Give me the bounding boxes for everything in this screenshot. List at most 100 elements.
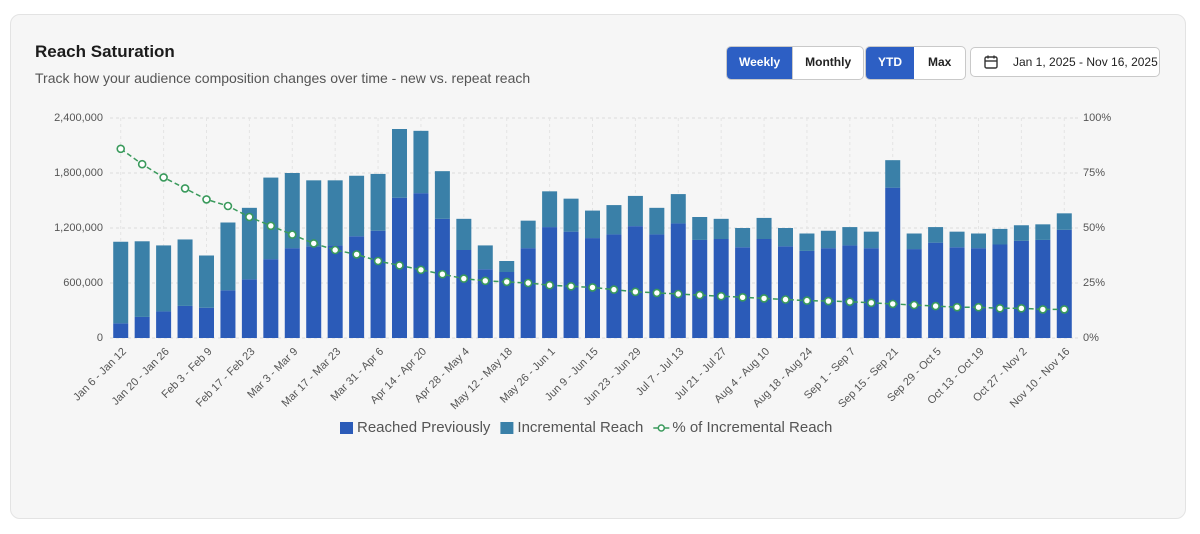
line-point xyxy=(287,230,297,239)
line-point xyxy=(330,245,340,255)
line-point xyxy=(116,144,126,154)
bar-segment xyxy=(434,171,450,219)
line-point xyxy=(352,250,361,259)
line-point xyxy=(931,301,940,311)
bar-segment xyxy=(134,316,150,338)
bar-segment xyxy=(156,245,172,312)
y-tick-label: 1,800,000 xyxy=(54,167,103,179)
bar-segment xyxy=(1035,224,1051,240)
bar-segment xyxy=(735,228,751,248)
y2-tick-label: 25% xyxy=(1083,277,1105,289)
bar-segment xyxy=(520,220,536,249)
legend-swatch xyxy=(340,422,353,434)
ytd-button[interactable]: YTD xyxy=(866,47,914,79)
subtitle: Track how your audience composition chan… xyxy=(35,70,531,86)
line-point xyxy=(652,288,662,298)
bar-segment xyxy=(220,222,236,291)
bar-segment xyxy=(692,217,708,240)
bar-segment xyxy=(284,173,300,249)
weekly-button[interactable]: Weekly xyxy=(727,47,793,79)
bar-segment xyxy=(585,210,600,239)
legend-label: Reached Previously xyxy=(357,419,491,436)
line-point xyxy=(695,290,705,300)
line-point xyxy=(223,201,233,211)
bar-segment xyxy=(799,233,815,251)
line-point xyxy=(673,289,683,299)
line-point xyxy=(266,221,276,231)
bar-segment xyxy=(199,255,214,308)
line-point xyxy=(480,276,490,286)
bar-segment xyxy=(263,259,279,338)
bar-segment xyxy=(713,239,729,338)
line-point xyxy=(781,295,790,304)
line-point xyxy=(180,184,190,193)
line-point xyxy=(523,278,533,288)
y-tick-label: 0 xyxy=(97,332,103,344)
line-point xyxy=(137,159,147,169)
date-picker[interactable]: Jan 1, 2025 - Nov 16, 2025 xyxy=(970,47,1160,77)
line-point xyxy=(245,212,254,222)
bar-segment xyxy=(842,245,858,338)
bar-segment xyxy=(370,173,386,231)
legend-label: Incremental Reach xyxy=(517,419,643,436)
y2-tick-label: 75% xyxy=(1083,167,1105,179)
bar-segment xyxy=(949,231,965,248)
bar-segment xyxy=(799,250,815,338)
bar-segment xyxy=(563,198,579,232)
line-point xyxy=(888,299,898,309)
bar-segment xyxy=(199,307,214,338)
bar-segment xyxy=(456,250,472,338)
line-point xyxy=(438,269,447,279)
monthly-button[interactable]: Monthly xyxy=(792,47,863,79)
bar-segment xyxy=(177,305,193,338)
bar-segment xyxy=(649,207,665,235)
bar-segment xyxy=(156,311,172,338)
line-point xyxy=(995,303,1005,313)
bar-segment xyxy=(477,245,493,270)
bar-segment xyxy=(413,130,429,194)
line-point xyxy=(459,274,469,283)
legend-label: % of Incremental Reach xyxy=(672,419,832,436)
line-point xyxy=(759,294,769,303)
bar-segment xyxy=(906,249,922,338)
bar-segment xyxy=(627,195,643,227)
line-point xyxy=(373,256,383,266)
bar-segment xyxy=(885,160,901,188)
bar-segment xyxy=(263,177,279,260)
line-point xyxy=(716,291,726,301)
max-button[interactable]: Max xyxy=(928,55,952,69)
y2-tick-label: 100% xyxy=(1083,112,1111,124)
bar-segment xyxy=(1056,213,1072,230)
bar-segment xyxy=(306,180,322,247)
bar-segment xyxy=(692,239,708,338)
bar-segment xyxy=(928,242,944,338)
line-point xyxy=(824,296,833,306)
bar-segment xyxy=(542,191,558,228)
bar-segment xyxy=(735,247,751,338)
line-point xyxy=(309,239,319,248)
bar-segment xyxy=(113,241,129,324)
line-point xyxy=(909,300,919,310)
bar-segment xyxy=(134,241,150,317)
line-point xyxy=(1038,305,1048,314)
bar-segment xyxy=(863,231,879,249)
line-point xyxy=(866,298,876,308)
line-point xyxy=(802,296,812,305)
bar-segment xyxy=(863,248,879,338)
bar-segment xyxy=(349,175,365,237)
line-point xyxy=(416,265,426,275)
bar-segment xyxy=(349,236,365,338)
bar-segment xyxy=(713,218,729,239)
legend-swatch xyxy=(500,422,514,434)
line-point xyxy=(545,280,554,290)
line-point xyxy=(974,302,983,312)
bar-segment xyxy=(520,248,536,338)
range-toggle: YTD Max xyxy=(865,46,967,80)
bar-segment xyxy=(756,217,772,239)
bar-segment xyxy=(477,269,493,338)
bar-segment xyxy=(971,233,986,249)
calendar-icon xyxy=(984,55,998,69)
bar-segment xyxy=(1013,225,1029,241)
bar-segment xyxy=(670,194,686,224)
